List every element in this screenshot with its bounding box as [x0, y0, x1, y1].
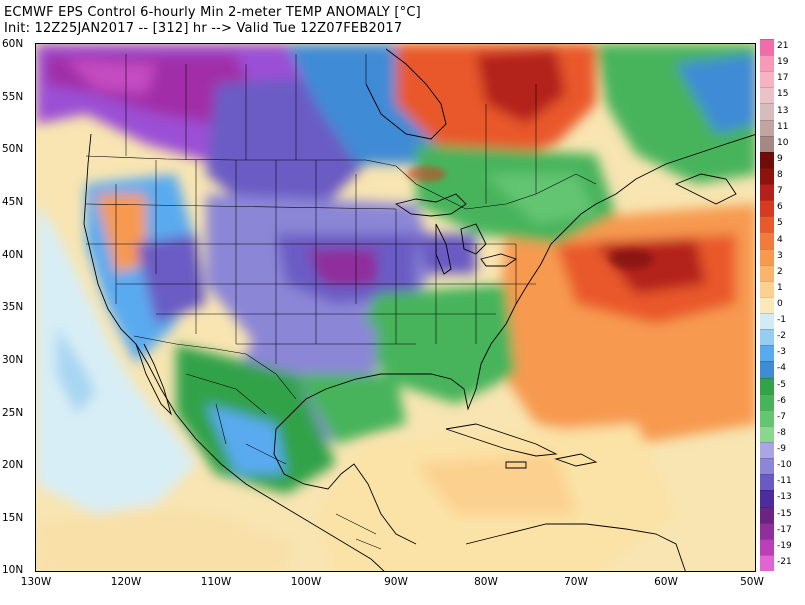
- lon-label-90w: 90W: [384, 576, 408, 588]
- colorbar-swatch: [760, 296, 774, 314]
- colorbar-label: 10: [777, 137, 789, 148]
- lat-label-50n: 50N: [2, 143, 24, 155]
- colorbar-label: -3: [777, 347, 786, 358]
- colorbar-swatch: [760, 55, 774, 72]
- colorbar-swatch: [760, 393, 774, 411]
- colorbar-label: -6: [777, 395, 786, 406]
- colorbar-label: 4: [777, 234, 783, 245]
- coastlines: [83, 48, 755, 571]
- colorbar-swatch: [760, 409, 774, 427]
- colorbar-swatch: [760, 377, 774, 395]
- colorbar-label: 0: [777, 299, 783, 309]
- lat-label-55n: 55N: [2, 91, 24, 103]
- colorbar-swatch: [760, 216, 774, 233]
- colorbar-label: 21: [777, 41, 789, 52]
- lon-label-80w: 80W: [474, 576, 498, 588]
- colorbar-swatch: [760, 119, 774, 137]
- colorbar-swatch: [760, 554, 774, 572]
- colorbar-label: -17: [777, 524, 792, 535]
- colorbar-label: 3: [777, 250, 783, 261]
- colorbar-label: 7: [777, 186, 783, 197]
- colorbar-label: 9: [777, 153, 783, 164]
- colorbar-swatch: [760, 232, 774, 250]
- anomaly-map: [35, 43, 756, 572]
- lat-label-20n: 20N: [2, 459, 24, 471]
- colorbar-label: 8: [777, 170, 783, 181]
- colorbar-swatch: [760, 39, 774, 56]
- colorbar-swatch: [760, 135, 774, 153]
- colorbar-label: -1: [777, 315, 786, 326]
- colorbar-swatch: [760, 151, 774, 169]
- colorbar-label: -7: [777, 411, 786, 422]
- colorbar-swatch: [760, 167, 774, 185]
- colorbar-swatch: [760, 425, 774, 443]
- colorbar-swatch: [760, 538, 774, 556]
- colorbar-swatch: [760, 264, 774, 282]
- lat-label-10n: 10N: [2, 564, 24, 576]
- colorbar-swatch: [760, 313, 774, 330]
- colorbar-swatch: [760, 490, 774, 507]
- colorbar-label: 13: [777, 105, 789, 116]
- colorbar-label: 5: [777, 218, 783, 229]
- lat-label-25n: 25N: [2, 407, 24, 419]
- colorbar-label: -8: [777, 427, 786, 438]
- colorbar-swatch: [760, 200, 774, 217]
- colorbar-swatch: [760, 184, 774, 201]
- lat-label-15n: 15N: [2, 512, 24, 524]
- colorbar-label: -11: [777, 476, 792, 487]
- colorbar-label: -13: [777, 492, 792, 503]
- colorbar-swatch: [760, 522, 774, 540]
- colorbar-swatch: [760, 87, 774, 104]
- colorbar-label: -15: [777, 508, 792, 519]
- chart-title-line2: Init: 12Z25JAN2017 -- [312] hr --> Valid…: [4, 21, 403, 36]
- political-borders: [85, 54, 597, 550]
- colorbar-swatch: [760, 458, 774, 475]
- colorbar-swatch: [760, 280, 774, 298]
- colorbar: [760, 39, 774, 572]
- chart-title-line1: ECMWF EPS Control 6-hourly Min 2-meter T…: [4, 5, 421, 20]
- colorbar-label: -19: [777, 540, 792, 551]
- colorbar-swatch: [760, 442, 774, 459]
- lon-label-110w: 110W: [200, 576, 232, 588]
- colorbar-swatch: [760, 103, 774, 121]
- lon-label-50w: 50W: [740, 576, 764, 588]
- lon-label-100w: 100W: [290, 576, 322, 588]
- lat-label-60n: 60N: [2, 38, 24, 50]
- colorbar-label: 19: [777, 57, 789, 68]
- lat-label-45n: 45N: [2, 196, 24, 208]
- lon-label-120w: 120W: [110, 576, 142, 588]
- colorbar-label: 11: [777, 121, 789, 132]
- lat-label-30n: 30N: [2, 354, 24, 366]
- colorbar-label: -21: [777, 556, 792, 567]
- colorbar-swatch: [760, 506, 774, 524]
- lon-label-130w: 130W: [20, 576, 52, 588]
- colorbar-label: 1: [777, 282, 783, 293]
- lon-label-60w: 60W: [654, 576, 678, 588]
- colorbar-swatch: [760, 71, 774, 88]
- lon-label-70w: 70W: [564, 576, 588, 588]
- colorbar-swatch: [760, 474, 774, 491]
- colorbar-label: 17: [777, 73, 789, 84]
- colorbar-swatch: [760, 361, 774, 379]
- colorbar-label: 15: [777, 89, 789, 100]
- colorbar-label: -5: [777, 379, 786, 390]
- colorbar-label: -9: [777, 444, 786, 455]
- colorbar-label: -2: [777, 331, 786, 342]
- colorbar-label: -10: [777, 460, 792, 471]
- colorbar-label: 2: [777, 266, 783, 277]
- lat-label-35n: 35N: [2, 301, 24, 313]
- colorbar-label: 6: [777, 202, 783, 213]
- colorbar-label: -4: [777, 363, 786, 374]
- colorbar-swatch: [760, 248, 774, 266]
- lat-label-40n: 40N: [2, 249, 24, 261]
- colorbar-swatch: [760, 329, 774, 346]
- colorbar-swatch: [760, 345, 774, 362]
